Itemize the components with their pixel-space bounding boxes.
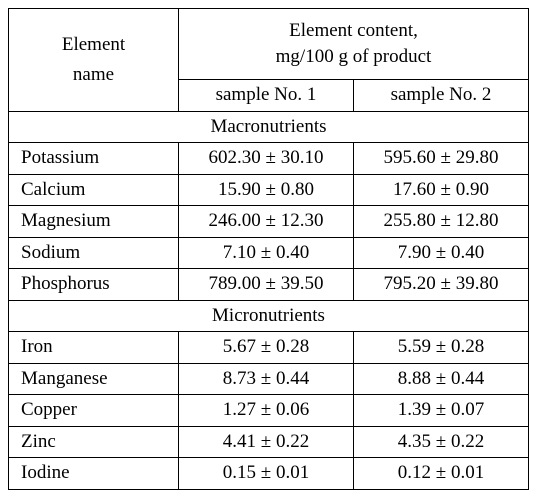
data-row: Magnesium 246.00 ± 12.30 255.80 ± 12.80 (8, 205, 529, 238)
header-name: Element name (8, 8, 179, 112)
data-row: Iodine 0.15 ± 0.01 0.12 ± 0.01 (8, 457, 529, 490)
section-row: Micronutrients (8, 299, 529, 332)
subheader-row: sample No. 1 sample No. 2 (9, 79, 529, 112)
header-content-line: mg/100 g of product (275, 46, 432, 67)
element-name: Potassium (8, 142, 179, 175)
data-row: Phosphorus 789.00 ± 39.50 795.20 ± 39.80 (8, 268, 529, 301)
element-value: 5.59 ± 0.28 (353, 331, 529, 364)
element-name: Copper (8, 394, 179, 427)
sample-header: sample No. 1 (178, 79, 354, 112)
header-content: Element content, mg/100 g of product (178, 8, 529, 80)
data-row: Sodium 7.10 ± 0.40 7.90 ± 0.40 (8, 236, 529, 269)
section-title: Macronutrients (8, 110, 529, 143)
header-row: Element name Element content, mg/100 g o… (8, 8, 529, 112)
element-name: Phosphorus (8, 268, 179, 301)
data-row: Calcium 15.90 ± 0.80 17.60 ± 0.90 (8, 173, 529, 206)
section-row: Macronutrients (8, 110, 529, 143)
element-name: Iron (8, 331, 179, 364)
element-name: Magnesium (8, 205, 179, 238)
element-value: 17.60 ± 0.90 (353, 173, 529, 206)
data-row: Potassium 602.30 ± 30.10 595.60 ± 29.80 (8, 142, 529, 175)
element-value: 255.80 ± 12.80 (353, 205, 529, 238)
element-value: 0.15 ± 0.01 (178, 457, 354, 490)
element-value: 795.20 ± 39.80 (353, 268, 529, 301)
data-row: Manganese 8.73 ± 0.44 8.88 ± 0.44 (8, 362, 529, 395)
element-value: 15.90 ± 0.80 (178, 173, 354, 206)
element-value: 1.27 ± 0.06 (178, 394, 354, 427)
element-value: 8.73 ± 0.44 (178, 362, 354, 395)
data-row: Iron 5.67 ± 0.28 5.59 ± 0.28 (8, 331, 529, 364)
element-value: 8.88 ± 0.44 (353, 362, 529, 395)
section-title: Micronutrients (8, 299, 529, 332)
data-row: Copper 1.27 ± 0.06 1.39 ± 0.07 (8, 394, 529, 427)
element-name: Zinc (8, 425, 179, 458)
sample-header: sample No. 2 (353, 79, 529, 112)
element-value: 7.10 ± 0.40 (178, 236, 354, 269)
element-name: Manganese (8, 362, 179, 395)
header-name-text: Element name (61, 33, 126, 85)
header-content-line: Element content, (289, 20, 418, 41)
table-body: Macronutrients Potassium 602.30 ± 30.10 595… (8, 110, 529, 490)
element-name: Calcium (8, 173, 179, 206)
element-value: 5.67 ± 0.28 (178, 331, 354, 364)
element-value: 4.41 ± 0.22 (178, 425, 354, 458)
element-name: Sodium (8, 236, 179, 269)
element-value: 0.12 ± 0.01 (353, 457, 529, 490)
element-value: 789.00 ± 39.50 (178, 268, 354, 301)
element-value: 602.30 ± 30.10 (178, 142, 354, 175)
element-value: 7.90 ± 0.40 (353, 236, 529, 269)
element-value: 1.39 ± 0.07 (353, 394, 529, 427)
element-value: 595.60 ± 29.80 (353, 142, 529, 175)
data-row: Zinc 4.41 ± 0.22 4.35 ± 0.22 (8, 425, 529, 458)
element-value: 246.00 ± 12.30 (178, 205, 354, 238)
element-table: Element name Element content, mg/100 g o… (8, 8, 529, 490)
element-name: Iodine (8, 457, 179, 490)
element-value: 4.35 ± 0.22 (353, 425, 529, 458)
